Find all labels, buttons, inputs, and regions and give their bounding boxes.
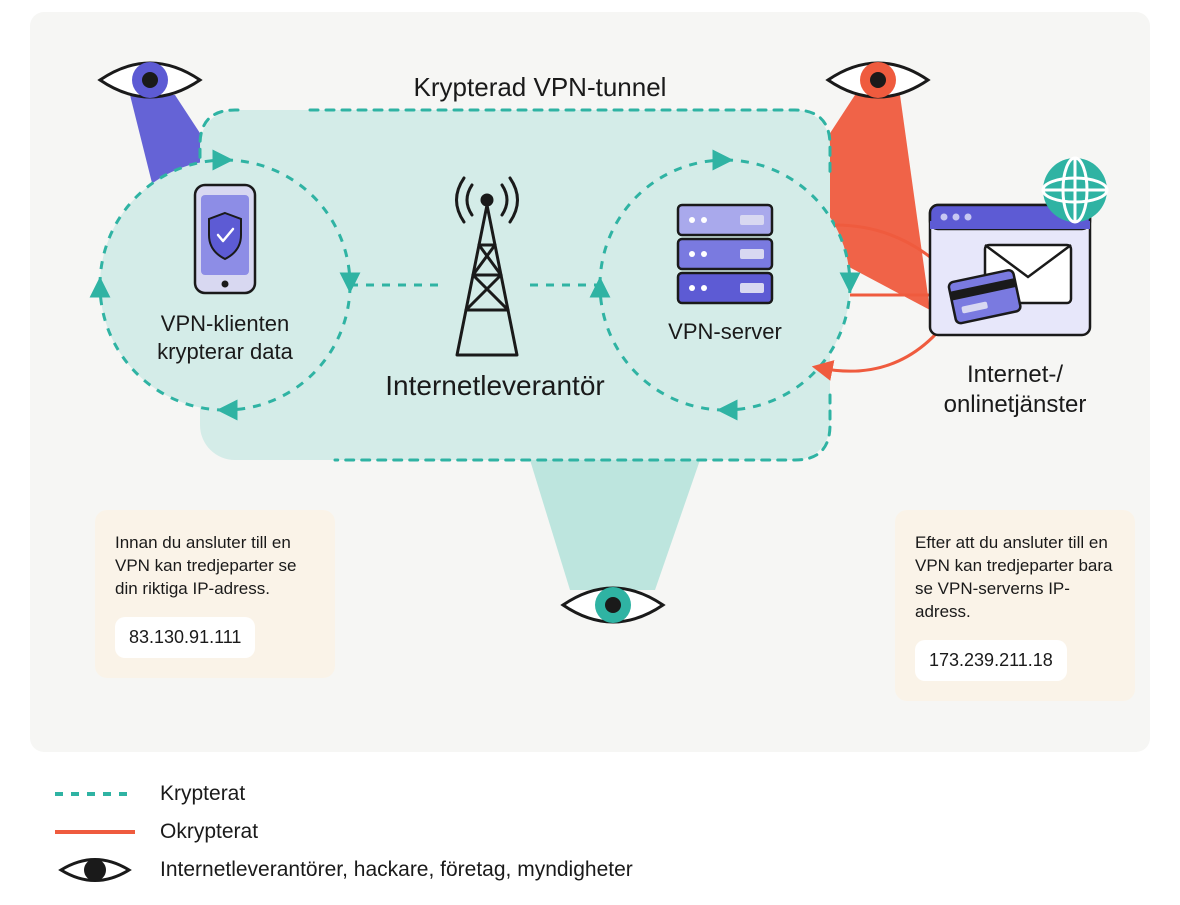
internet-label-line2: onlinetjänster [944, 391, 1087, 418]
client-label-line2: krypterar data [157, 339, 293, 364]
tunnel-title: Krypterad VPN-tunnel [330, 72, 750, 103]
server-label: VPN-server [630, 318, 820, 346]
legend-sym-unencrypted [55, 827, 160, 837]
card-before-text: Innan du ansluter till en VPN kan tred­j… [115, 532, 315, 601]
internet-label-line1: Internet-/ [967, 361, 1063, 388]
card-before: Innan du ansluter till en VPN kan tred­j… [95, 510, 335, 678]
internet-label: Internet-/ onlinetjänster [910, 360, 1120, 420]
legend-unencrypted-label: Okrypterat [160, 820, 258, 844]
ip-before: 83.130.91.111 [115, 617, 255, 658]
legend: Krypterat Okrypterat Internetleverantöre… [55, 775, 633, 889]
ip-after: 173.239.211.18 [915, 640, 1067, 681]
legend-watchers-label: Internetleverantörer, hackare, företag, … [160, 858, 633, 882]
legend-row-watchers: Internetleverantörer, hackare, företag, … [55, 851, 633, 889]
legend-sym-eye [55, 853, 160, 887]
legend-sym-encrypted [55, 789, 160, 799]
legend-row-unencrypted: Okrypterat [55, 813, 633, 851]
isp-label: Internetleverantör [310, 370, 680, 402]
card-after-text: Efter att du ansluter till en VPN kan tr… [915, 532, 1115, 624]
legend-encrypted-label: Krypterat [160, 782, 245, 806]
card-after: Efter att du ansluter till en VPN kan tr… [895, 510, 1135, 701]
legend-row-encrypted: Krypterat [55, 775, 633, 813]
client-label: VPN-klienten krypterar data [120, 310, 330, 365]
client-label-line1: VPN-klienten [161, 311, 289, 336]
